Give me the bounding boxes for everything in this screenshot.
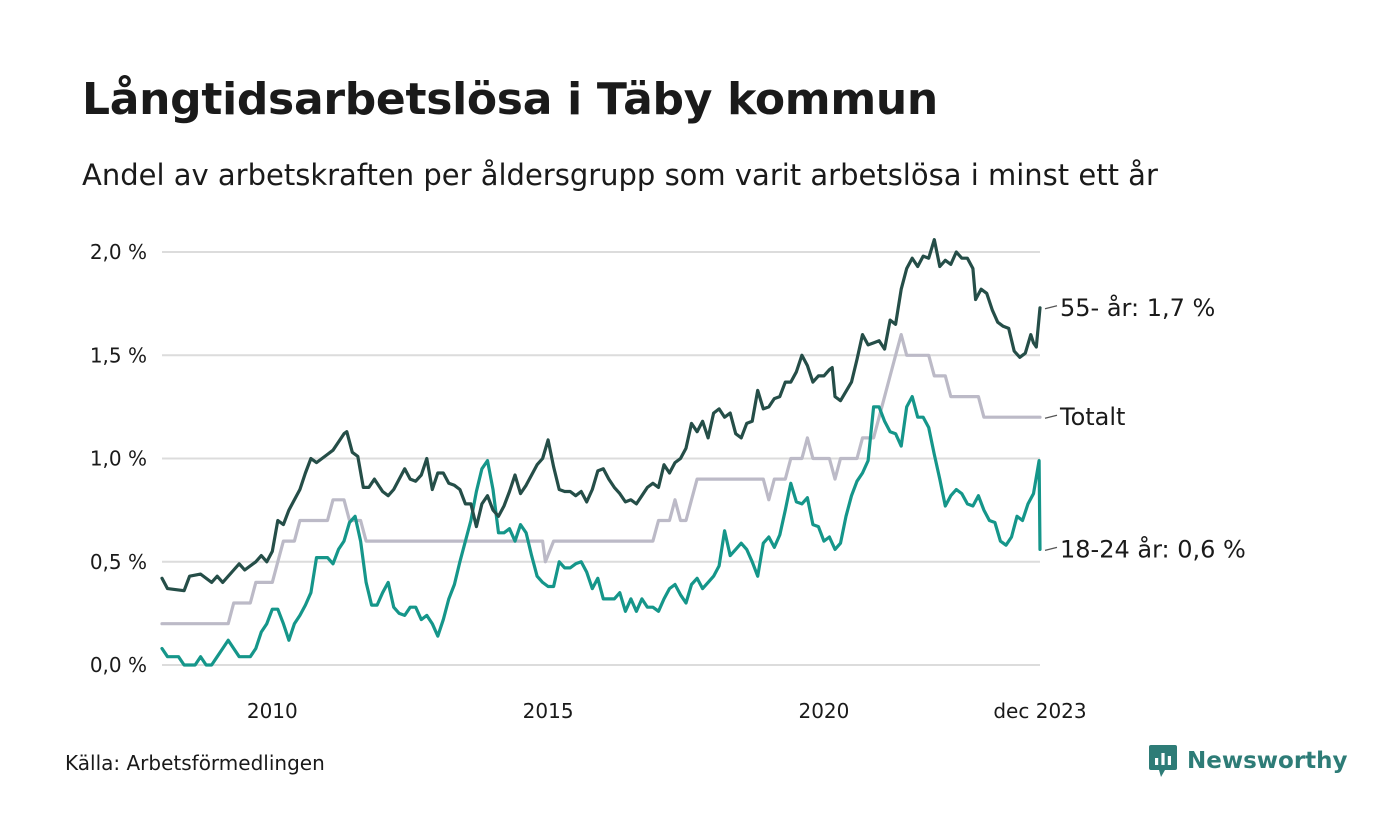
y-tick-label: 1,5 % xyxy=(90,343,147,367)
series-label-s55: 55- år: 1,7 % xyxy=(1060,293,1215,322)
x-axis: 2010 2015 2020 dec 2023 xyxy=(247,699,1087,723)
x-tick-label: 2010 xyxy=(247,699,298,723)
newsworthy-icon xyxy=(1149,745,1177,777)
y-axis: 0,0 % 0,5 % 1,0 % 1,5 % 2,0 % xyxy=(90,240,147,677)
x-tick-label: 2020 xyxy=(798,699,849,723)
series-line-s1824 xyxy=(160,395,1042,667)
y-tick-label: 0,0 % xyxy=(90,653,147,677)
y-tick-label: 1,0 % xyxy=(90,447,147,471)
newsworthy-logo: Newsworthy xyxy=(1148,744,1348,778)
chart-subtitle: Andel av arbetskraften per åldersgrupp s… xyxy=(82,158,1158,192)
chart-title: Långtidsarbetslösa i Täby kommun xyxy=(82,74,938,125)
brand-name: Newsworthy xyxy=(1187,748,1348,774)
series-lines xyxy=(160,238,1042,667)
label-leader xyxy=(1044,546,1058,551)
series-label-s1824: 18-24 år: 0,6 % xyxy=(1060,534,1246,563)
x-tick-label: dec 2023 xyxy=(993,699,1086,723)
label-leader xyxy=(1044,414,1058,419)
y-tick-label: 2,0 % xyxy=(90,240,147,264)
label-leader xyxy=(1044,305,1058,310)
source-note: Källa: Arbetsförmedlingen xyxy=(65,751,325,775)
y-tick-label: 0,5 % xyxy=(90,550,147,574)
x-tick-label: 2015 xyxy=(523,699,574,723)
series-line-total xyxy=(160,333,1042,626)
series-labels: 55- år: 1,7 % Totalt 18-24 år: 0,6 % xyxy=(1044,293,1246,563)
series-label-total: Totalt xyxy=(1059,403,1125,431)
gridlines xyxy=(162,251,1040,666)
series-line-s55 xyxy=(160,238,1042,593)
